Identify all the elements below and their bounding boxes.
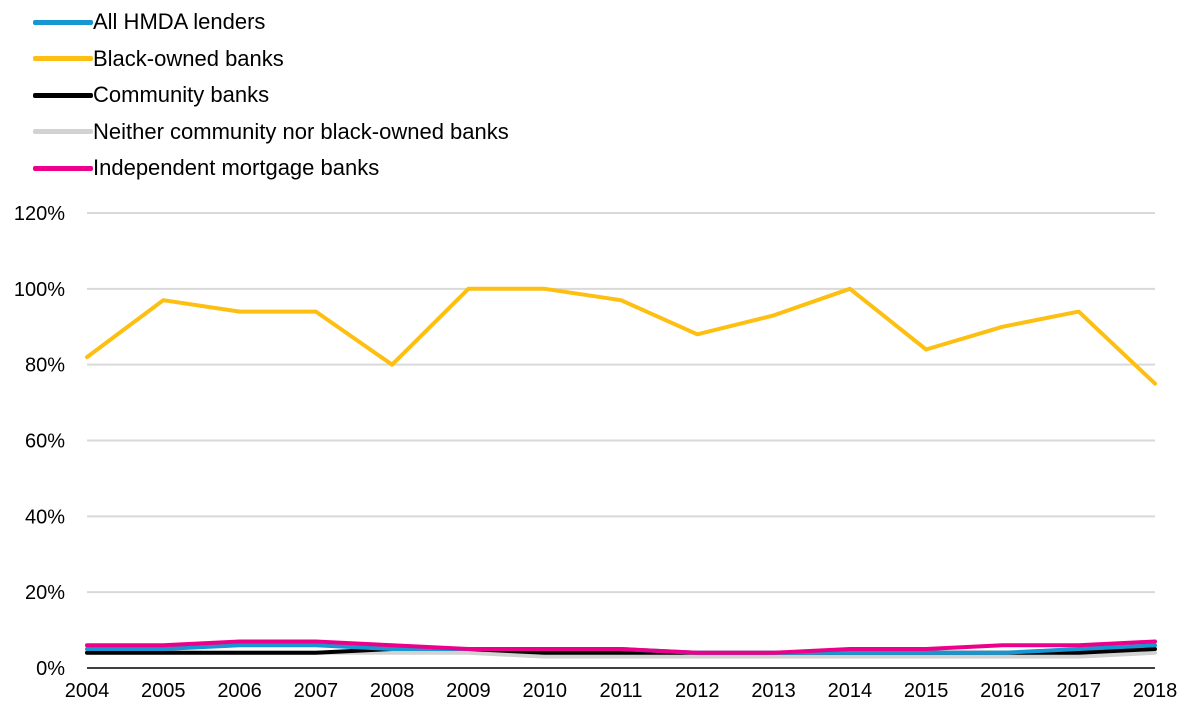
- y-tick-label: 40%: [25, 506, 65, 528]
- chart-legend: All HMDA lenders Black-owned banks Commu…: [33, 4, 509, 187]
- series-line: [85, 286, 1157, 386]
- x-tick-label: 2015: [904, 680, 949, 702]
- x-tick-label: 2014: [828, 680, 873, 702]
- legend-item: Neither community nor black-owned banks: [33, 114, 509, 151]
- x-tick-label: 2005: [141, 680, 186, 702]
- legend-label: Neither community nor black-owned banks: [93, 118, 509, 144]
- y-tick-label: 20%: [25, 582, 65, 604]
- legend-swatch: [33, 92, 93, 98]
- legend-swatch: [33, 19, 93, 25]
- x-tick-label: 2008: [370, 680, 415, 702]
- legend-item: Black-owned banks: [33, 41, 509, 78]
- y-tick-label: 120%: [14, 203, 65, 225]
- legend-swatch: [33, 56, 93, 62]
- series-lines: [85, 286, 1157, 659]
- x-tick-label: 2017: [1056, 680, 1101, 702]
- x-tick-label: 2004: [65, 680, 110, 702]
- x-tick-label: 2018: [1133, 680, 1178, 702]
- y-tick-label: 0%: [36, 658, 65, 680]
- legend-item: All HMDA lenders: [33, 4, 509, 41]
- legend-label: Community banks: [93, 82, 270, 108]
- x-tick-label: 2009: [446, 680, 491, 702]
- series-line: [85, 639, 1157, 655]
- legend-swatch: [33, 165, 93, 171]
- legend-item: Independent mortgage banks: [33, 150, 509, 187]
- legend-swatch: [33, 129, 93, 135]
- x-tick-label: 2012: [675, 680, 720, 702]
- x-tick-label: 2011: [599, 680, 642, 702]
- legend-label: Independent mortgage banks: [93, 155, 380, 181]
- x-tick-label: 2010: [522, 680, 567, 702]
- gridlines: [87, 212, 1155, 669]
- x-tick-label: 2016: [980, 680, 1025, 702]
- x-tick-label: 2006: [217, 680, 262, 702]
- y-tick-label: 100%: [14, 279, 65, 301]
- legend-label: All HMDA lenders: [93, 9, 266, 35]
- x-tick-label: 2007: [294, 680, 339, 702]
- legend-item: Community banks: [33, 77, 509, 114]
- y-tick-label: 60%: [25, 431, 65, 453]
- legend-label: Black-owned banks: [93, 45, 284, 71]
- x-tick-label: 2013: [751, 680, 796, 702]
- y-tick-label: 80%: [25, 355, 65, 377]
- axis-labels: 0% 20% 40% 60% 80% 100% 120% 2004 2005 2006 2007 20…: [14, 203, 1177, 702]
